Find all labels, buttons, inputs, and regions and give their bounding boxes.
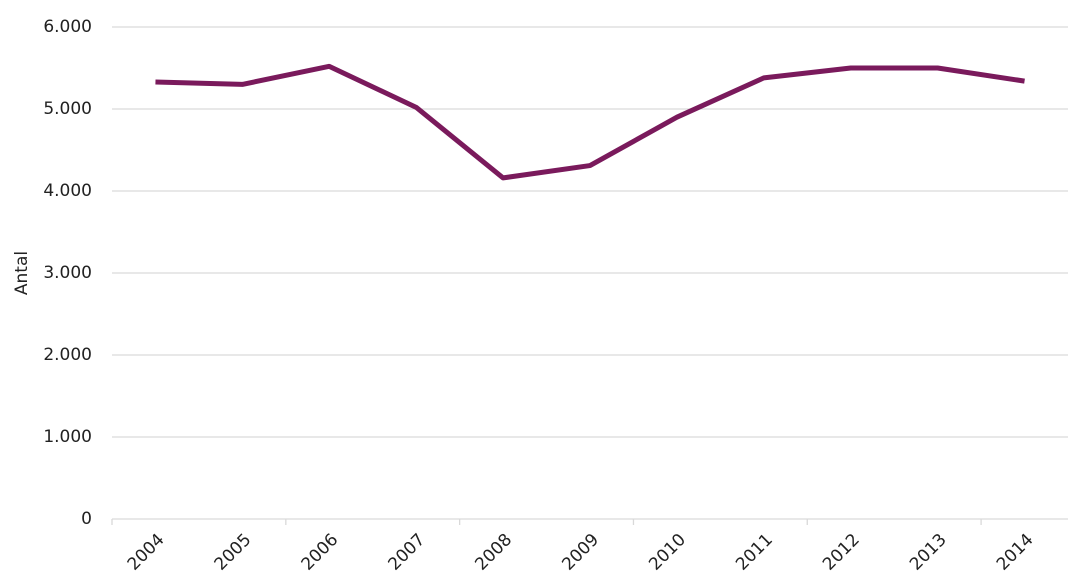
- x-tick-label: 2004: [124, 530, 169, 575]
- y-tick-label: 0: [81, 509, 92, 529]
- y-tick-label: 4.000: [43, 181, 92, 201]
- data-line: [155, 63, 1025, 181]
- x-tick-label: 2011: [732, 530, 777, 575]
- x-tick-label: 2010: [645, 530, 690, 575]
- y-axis-label: Antal: [12, 251, 32, 295]
- x-tick-label: 2012: [819, 530, 864, 575]
- x-tick-label: 2005: [211, 530, 256, 575]
- x-tick-label: 2006: [298, 530, 343, 575]
- x-tick-label: 2008: [471, 530, 516, 575]
- y-tick-label: 6.000: [43, 17, 92, 37]
- x-tick-label: 2013: [906, 530, 951, 575]
- y-tick-label: 5.000: [43, 99, 92, 119]
- y-tick-label: 2.000: [43, 345, 92, 365]
- x-tick-label: 2007: [385, 530, 430, 575]
- y-tick-label: 3.000: [43, 263, 92, 283]
- x-tick-label: 2009: [558, 530, 603, 575]
- x-tick-label: 2014: [993, 530, 1038, 575]
- y-tick-label: 1.000: [43, 427, 92, 447]
